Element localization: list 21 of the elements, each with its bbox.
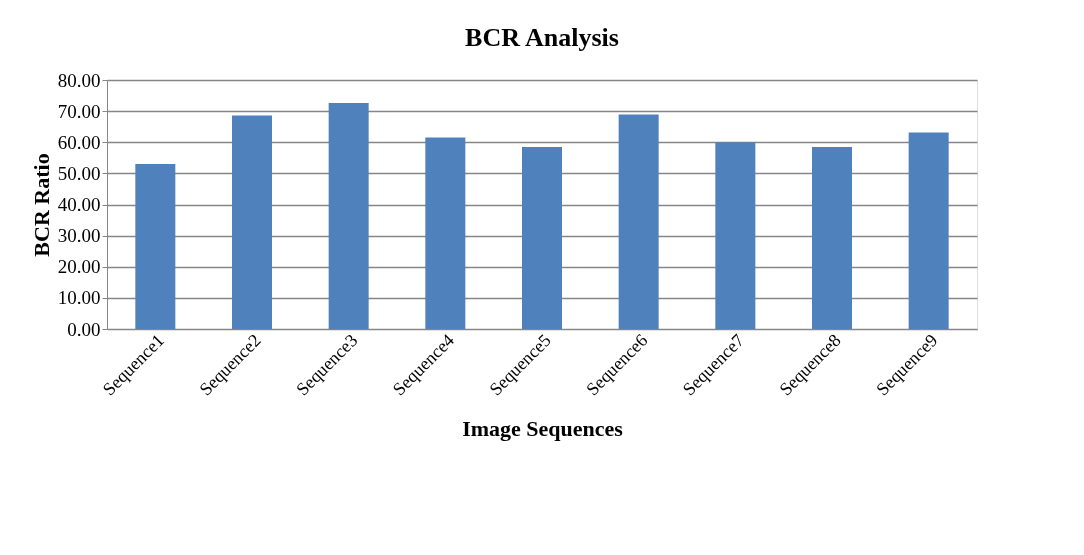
y-tick-label: 50.00 (57, 162, 101, 184)
y-axis-title: BCR Ratio (28, 153, 54, 257)
bar (328, 103, 369, 329)
bar (135, 164, 176, 329)
y-tick-label: 20.00 (57, 256, 101, 278)
bar (715, 142, 756, 329)
y-tick-label: 30.00 (57, 225, 101, 247)
bar (618, 114, 659, 329)
x-axis-title: Image Sequences (462, 416, 624, 442)
y-tick-label: 40.00 (57, 194, 101, 215)
bar (812, 146, 852, 329)
y-tick-label: 70.00 (57, 100, 101, 122)
y-tick-label: 80.00 (57, 69, 101, 91)
bar (425, 137, 466, 329)
y-tick-label: 0.00 (67, 318, 101, 340)
bar (232, 115, 272, 329)
bar (522, 146, 562, 329)
bar (908, 132, 949, 329)
y-tick-label: 60.00 (57, 131, 101, 153)
chart-title: BCR Analysis (465, 23, 619, 52)
y-tick-label: 10.00 (57, 287, 101, 309)
